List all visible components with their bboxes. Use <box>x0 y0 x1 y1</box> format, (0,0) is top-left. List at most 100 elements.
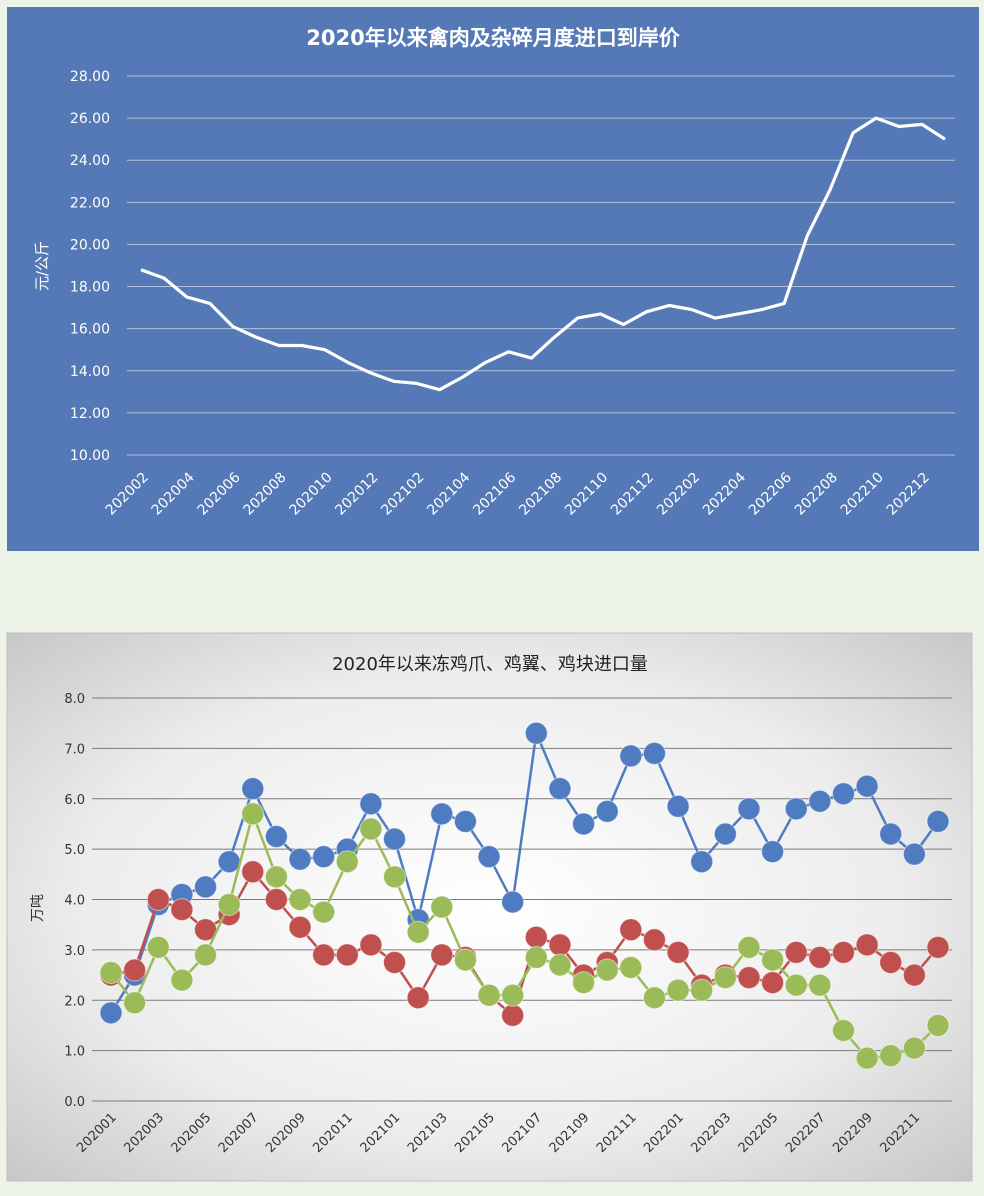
y-tick-label: 2.0 <box>64 994 85 1009</box>
y-tick-label: 7.0 <box>64 742 85 757</box>
y-tick-label: 26.00 <box>70 111 110 127</box>
data-point <box>264 888 288 911</box>
data-point <box>761 948 785 972</box>
data-point <box>524 945 548 969</box>
y-tick-label: 6.0 <box>64 793 85 808</box>
data-point <box>123 958 147 982</box>
data-point <box>123 991 147 1015</box>
data-point <box>217 893 241 917</box>
data-point <box>595 799 619 823</box>
data-point <box>477 845 501 869</box>
data-point <box>595 958 619 982</box>
data-point <box>288 847 312 871</box>
data-point <box>335 943 359 967</box>
data-point <box>99 961 123 985</box>
chart1-y-tick-labels: 10.00 12.00 14.00 16.00 18.00 20.00 22.00 24.00… <box>70 69 110 464</box>
data-point <box>453 948 477 972</box>
chart1-gridlines <box>127 75 955 456</box>
data-point <box>808 789 832 813</box>
chart1-title: 2020年以来禽肉及杂碎月度进口到岸价 <box>306 26 680 50</box>
data-point <box>359 792 383 816</box>
data-point <box>194 943 218 967</box>
data-point <box>312 845 336 869</box>
data-point <box>855 1046 879 1070</box>
data-point <box>335 850 359 874</box>
data-point <box>170 898 194 922</box>
y-tick-label: 3.0 <box>64 944 85 959</box>
data-point <box>146 935 170 959</box>
data-point <box>737 966 761 990</box>
data-point <box>548 777 572 801</box>
data-point <box>926 935 950 959</box>
y-tick-label: 22.00 <box>70 195 110 211</box>
y-tick-label: 16.00 <box>70 322 110 338</box>
data-point <box>572 812 596 836</box>
data-point <box>288 888 312 911</box>
data-point <box>713 966 737 990</box>
data-point <box>784 940 808 964</box>
data-point <box>217 850 241 874</box>
data-point <box>383 865 407 889</box>
data-point <box>241 802 265 826</box>
data-point <box>690 850 714 874</box>
data-point <box>359 933 383 957</box>
y-tick-label: 5.0 <box>64 843 85 858</box>
data-point <box>831 1018 855 1042</box>
data-point <box>524 925 548 949</box>
data-point <box>312 900 336 924</box>
data-point <box>690 978 714 1002</box>
data-point <box>808 973 832 997</box>
data-point <box>642 741 666 765</box>
data-point <box>831 940 855 964</box>
data-point <box>501 890 525 914</box>
y-tick-label: 14.00 <box>70 364 110 380</box>
data-point <box>642 928 666 952</box>
data-point <box>430 943 454 967</box>
data-point <box>430 802 454 826</box>
data-point <box>548 933 572 957</box>
y-tick-label: 24.00 <box>70 153 110 169</box>
y-tick-label: 20.00 <box>70 237 110 253</box>
data-point <box>879 1044 903 1068</box>
data-point <box>902 842 926 866</box>
data-point <box>383 950 407 974</box>
data-point <box>406 920 430 944</box>
data-point <box>524 721 548 745</box>
y-tick-label: 4.0 <box>64 894 85 909</box>
data-point <box>146 888 170 911</box>
data-point <box>383 827 407 851</box>
data-point <box>879 950 903 974</box>
data-point <box>430 895 454 919</box>
y-tick-label: 0.0 <box>64 1095 85 1110</box>
data-point <box>241 777 265 801</box>
data-point <box>666 978 690 1002</box>
data-point <box>666 940 690 964</box>
chart2-y-tick-labels: 0.0 1.0 2.0 3.0 4.0 5.0 6.0 7.0 8.0 <box>64 692 85 1110</box>
data-point <box>784 797 808 821</box>
data-point <box>99 1001 123 1025</box>
series-line-1 <box>140 116 946 392</box>
data-point <box>501 1003 525 1027</box>
data-point <box>879 822 903 846</box>
y-tick-label: 10.00 <box>70 448 110 464</box>
data-point <box>737 797 761 821</box>
data-point <box>619 956 643 980</box>
chart1-series <box>140 116 946 392</box>
chart1-y-axis-label: 元/公斤 <box>33 241 51 291</box>
data-point <box>501 983 525 1007</box>
data-point <box>572 971 596 995</box>
data-point <box>619 918 643 942</box>
data-point <box>288 915 312 939</box>
data-point <box>666 794 690 818</box>
data-point <box>548 953 572 977</box>
data-point <box>761 840 785 864</box>
data-point <box>902 1036 926 1060</box>
data-point <box>808 945 832 969</box>
data-point <box>855 774 879 798</box>
data-point <box>737 935 761 959</box>
chart2-title: 2020年以来冻鸡爪、鸡翼、鸡块进口量 <box>332 654 648 675</box>
data-point <box>359 817 383 841</box>
data-point <box>713 822 737 846</box>
data-point <box>477 983 501 1007</box>
